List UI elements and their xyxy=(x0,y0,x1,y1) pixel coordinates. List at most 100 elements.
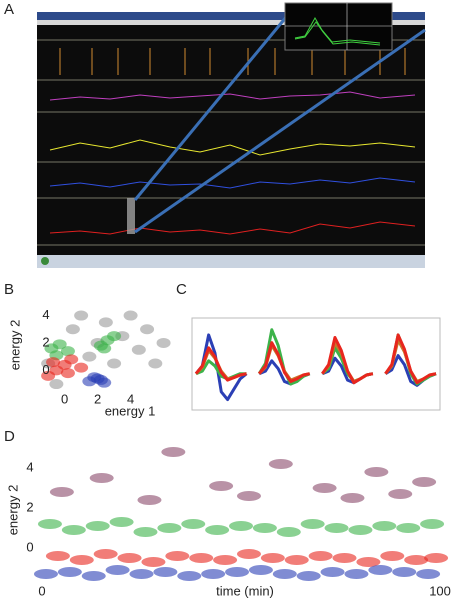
point xyxy=(205,525,230,535)
point xyxy=(33,569,58,579)
point xyxy=(372,521,397,531)
point xyxy=(85,521,110,531)
point xyxy=(272,569,297,579)
point xyxy=(380,551,405,561)
title-bar xyxy=(37,12,425,20)
point xyxy=(388,489,413,499)
y-tick-label: 2 xyxy=(26,499,33,514)
point xyxy=(404,555,429,565)
point xyxy=(308,551,333,561)
zoom-line xyxy=(133,9,294,201)
point xyxy=(209,481,234,491)
trace-purple xyxy=(49,91,416,101)
point xyxy=(324,523,349,533)
point xyxy=(65,324,80,335)
point xyxy=(420,519,445,529)
point xyxy=(109,517,134,527)
selection xyxy=(127,198,135,234)
trace-red xyxy=(49,221,416,235)
point xyxy=(89,473,114,483)
y-tick-label: 0 xyxy=(26,539,33,554)
window xyxy=(37,12,425,264)
point xyxy=(37,519,62,529)
point xyxy=(129,569,154,579)
point xyxy=(107,331,122,342)
point xyxy=(141,557,166,567)
point xyxy=(52,339,67,350)
point xyxy=(225,567,250,577)
y-axis-label: energy 2 xyxy=(5,485,20,536)
point xyxy=(312,483,337,493)
y-axis-label: energy 2 xyxy=(7,320,22,371)
point xyxy=(392,567,417,577)
panel-label: D xyxy=(4,428,15,445)
point xyxy=(424,553,449,563)
point xyxy=(93,374,108,385)
point xyxy=(177,571,202,581)
point xyxy=(74,310,89,321)
point xyxy=(320,567,345,577)
point xyxy=(49,379,64,390)
point xyxy=(123,310,138,321)
waveform xyxy=(194,333,437,385)
point xyxy=(236,549,261,559)
point xyxy=(133,527,158,537)
spike-raster xyxy=(59,48,406,75)
start-button xyxy=(41,257,49,265)
point xyxy=(268,459,293,469)
menu-bar xyxy=(37,20,425,25)
point xyxy=(364,467,389,477)
point xyxy=(344,569,369,579)
x-axis-label: time (min) xyxy=(216,583,274,598)
point xyxy=(107,358,122,369)
x-axis-label: energy 1 xyxy=(105,403,156,418)
point xyxy=(60,346,75,357)
point xyxy=(236,491,261,501)
point xyxy=(201,569,226,579)
y-tick-label: 4 xyxy=(26,459,33,474)
point xyxy=(189,553,214,563)
point xyxy=(340,493,365,503)
screenshot xyxy=(37,2,426,268)
point xyxy=(105,565,130,575)
x-tick-label: 0 xyxy=(61,391,68,406)
point xyxy=(332,553,357,563)
point xyxy=(137,495,162,505)
point xyxy=(98,317,113,328)
point xyxy=(69,555,94,565)
point xyxy=(140,324,155,335)
panel-label: B xyxy=(4,281,14,298)
point xyxy=(284,555,309,565)
point xyxy=(46,357,61,368)
point xyxy=(81,571,106,581)
point xyxy=(45,551,70,561)
zoom-line xyxy=(134,28,426,234)
point xyxy=(97,343,112,354)
point xyxy=(57,567,82,577)
panel-label: C xyxy=(176,281,187,298)
point xyxy=(348,525,373,535)
x-tick-label: 4 xyxy=(127,391,134,406)
point xyxy=(157,523,182,533)
point xyxy=(165,551,190,561)
taskbar xyxy=(37,255,425,268)
point xyxy=(416,569,441,579)
waveform xyxy=(194,333,437,402)
point xyxy=(276,527,301,537)
point xyxy=(248,565,273,575)
y-tick-label: 0 xyxy=(42,362,49,377)
x-tick-label: 0 xyxy=(38,583,45,598)
point xyxy=(153,567,178,577)
point xyxy=(161,447,186,457)
point xyxy=(82,351,97,362)
point xyxy=(49,487,74,497)
point xyxy=(213,555,238,565)
point xyxy=(412,477,437,487)
point xyxy=(148,358,163,369)
point xyxy=(131,344,146,355)
point xyxy=(74,362,89,373)
x-tick-label: 2 xyxy=(94,391,101,406)
point xyxy=(356,557,381,567)
point xyxy=(229,521,254,531)
